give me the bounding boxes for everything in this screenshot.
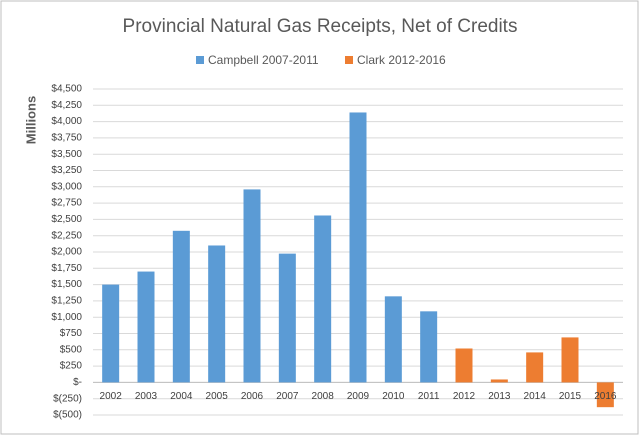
- bar: [208, 245, 226, 383]
- x-tick-label: 2016: [594, 391, 617, 402]
- y-tick-label: $(250): [53, 393, 82, 404]
- y-tick-label: $3,000: [51, 181, 82, 192]
- bar: [137, 271, 155, 383]
- bar: [384, 296, 402, 383]
- y-tick-label: $4,250: [51, 100, 82, 111]
- y-tick-label: $4,000: [51, 116, 82, 127]
- x-tick-label: 2006: [241, 391, 264, 402]
- x-tick-label: 2004: [170, 391, 193, 402]
- x-tick-label: 2005: [206, 391, 229, 402]
- bar: [172, 230, 190, 383]
- y-tick-label: $3,500: [51, 149, 82, 160]
- y-tick-label: $1,250: [51, 296, 82, 307]
- bar: [243, 189, 261, 383]
- x-tick-label: 2008: [312, 391, 335, 402]
- chart-title: Provincial Natural Gas Receipts, Net of …: [123, 16, 518, 37]
- bar: [278, 253, 296, 383]
- y-tick-label: $3,750: [51, 133, 82, 144]
- legend-label: Clark 2012-2016: [357, 53, 446, 67]
- x-tick-label: 2011: [418, 391, 440, 402]
- bar: [490, 379, 508, 383]
- y-tick-label: $1,000: [51, 312, 82, 323]
- y-tick-label: $4,500: [51, 84, 82, 95]
- y-tick-label: $2,750: [51, 198, 82, 209]
- bar: [596, 382, 614, 408]
- legend-swatch: [345, 56, 353, 64]
- y-axis-label: Millions: [23, 96, 38, 144]
- x-tick-label: 2013: [488, 391, 511, 402]
- x-tick-label: 2003: [135, 391, 158, 402]
- x-tick-label: 2009: [347, 391, 370, 402]
- x-tick-label: 2012: [453, 391, 476, 402]
- bar: [314, 215, 332, 383]
- y-tick-label: $250: [60, 361, 83, 372]
- bar: [349, 112, 367, 383]
- bar: [420, 311, 438, 383]
- y-tick-label: $2,000: [51, 247, 82, 258]
- y-tick-label: $2,500: [51, 214, 82, 225]
- bar: [526, 352, 544, 383]
- y-tick-label: $-: [73, 377, 82, 388]
- legend-label: Campbell 2007-2011: [208, 53, 319, 67]
- x-tick-label: 2007: [276, 391, 299, 402]
- x-tick-label: 2015: [559, 391, 582, 402]
- y-tick-label: $1,750: [51, 263, 82, 274]
- bar: [561, 337, 579, 383]
- y-tick-label: $500: [60, 344, 83, 355]
- y-tick-label: $1,500: [51, 279, 82, 290]
- x-tick-label: 2002: [100, 391, 123, 402]
- bar: [455, 348, 473, 383]
- y-tick-label: $750: [60, 328, 83, 339]
- x-tick-label: 2010: [382, 391, 405, 402]
- legend-swatch: [196, 56, 204, 64]
- bar: [102, 284, 120, 383]
- y-tick-label: $(500): [53, 410, 82, 421]
- x-tick-label: 2014: [524, 391, 547, 402]
- y-tick-label: $3,250: [51, 165, 82, 176]
- y-tick-label: $2,250: [51, 230, 82, 241]
